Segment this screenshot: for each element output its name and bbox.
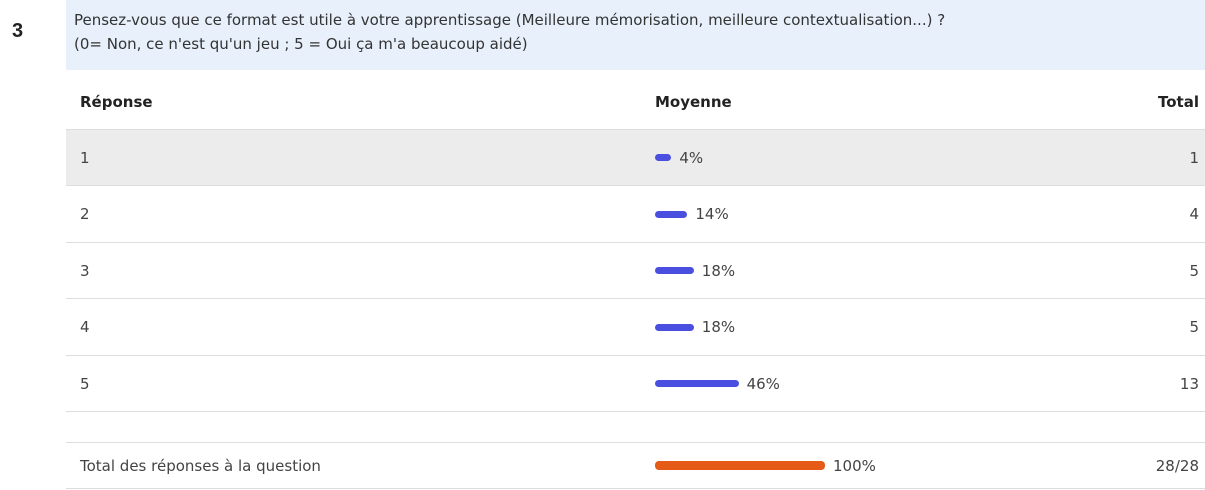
percent-bar [655, 323, 694, 331]
response-label: 2 [80, 205, 90, 223]
question-number: 3 [12, 20, 24, 42]
answer-row: 1 4% 1 [66, 130, 1205, 186]
question-text: (0= Non, ce n'est qu'un jeu ; 5 = Oui ça… [74, 35, 528, 53]
percent-label: 18% [701, 318, 736, 336]
response-label: 4 [80, 318, 90, 336]
percent-cell: 14% [655, 205, 729, 223]
percent-bar [655, 154, 672, 161]
question-box: Pensez-vous que ce format est utile à vo… [66, 0, 1205, 70]
total-count: 1 [1189, 148, 1199, 167]
percent-bar [655, 267, 694, 274]
total-count: 13 [1179, 374, 1199, 393]
percent-bar [655, 210, 688, 218]
total-count: 28/28 [1155, 456, 1199, 475]
total-count: 5 [1189, 261, 1199, 280]
answer-row: 5 46% 13 [66, 356, 1205, 412]
percent-label: 4% [679, 148, 704, 167]
total-count: 4 [1189, 205, 1199, 223]
answer-row: 2 14% 4 [66, 186, 1205, 243]
response-label: 3 [80, 261, 90, 280]
percent-cell: 100% [655, 457, 876, 475]
answer-row: 3 18% 5 [66, 243, 1205, 299]
total-row: Total des réponses à la question 100% 28/2… [66, 442, 1205, 489]
percent-label: 46% [746, 374, 780, 393]
percent-label: 14% [695, 205, 729, 223]
percent-label: 100% [833, 456, 876, 475]
response-label: 5 [80, 374, 90, 393]
response-label: 1 [80, 148, 90, 167]
percent-label: 18% [701, 261, 736, 280]
percent-cell: 4% [655, 149, 703, 167]
header: Total [1158, 92, 1199, 111]
percent-cell: 46% [655, 375, 780, 393]
total-count: 5 [1189, 318, 1199, 336]
response-label: Total des réponses à la question [80, 456, 321, 475]
answer-row: 4 18% 5 [66, 299, 1205, 356]
percent-bar [655, 461, 825, 470]
question-text: Pensez-vous que ce format est utile à vo… [74, 11, 946, 29]
percent-cell: 18% [655, 318, 735, 336]
header-row: Réponse Moyenne Total [66, 74, 1205, 130]
percent-cell: 18% [655, 262, 735, 280]
percent-bar [655, 380, 739, 387]
header: Réponse [80, 92, 153, 111]
header: Moyenne [655, 92, 732, 111]
